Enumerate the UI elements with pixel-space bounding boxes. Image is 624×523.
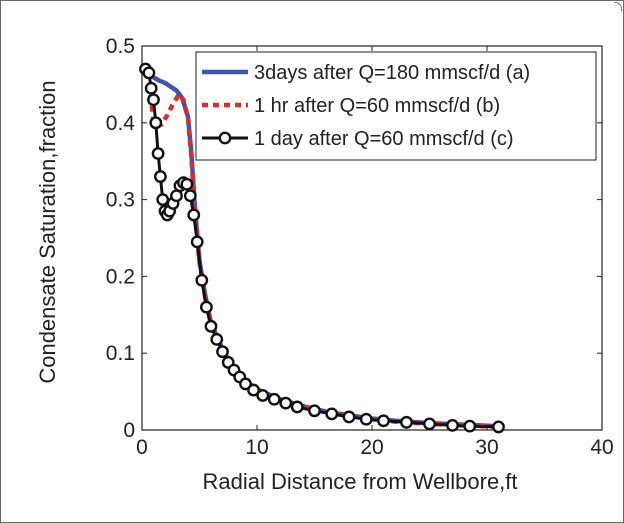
y-tick-label: 0 [123,419,135,442]
series-c-point [239,377,252,391]
series-layer [139,62,505,434]
y-tick-label: 0.4 [106,112,136,135]
series-c-point [187,208,201,222]
series-c-point [190,235,204,249]
x-tick-label: 30 [475,436,498,459]
series-c-point [400,415,413,429]
series-c-point [195,273,209,287]
x-axis-label: Radial Distance from Wellbore,ft [202,469,517,494]
legend-item-a-label: 3days after Q=180 mmscf/d (a) [254,62,530,84]
x-tick-label: 10 [245,436,268,459]
y-axis-label: Condensate Saturation,fraction [35,80,60,383]
x-tick-label: 40 [590,436,613,459]
series-c-point [308,404,321,418]
series-c-point [151,147,165,160]
y-tick-label: 0.5 [106,35,135,58]
legend-item-c: 1 day after Q=60 mmscf/d (c) [202,128,514,150]
legend-box [195,51,597,161]
series-c-point [256,389,270,402]
series-c-point [492,420,505,434]
series-c-point [342,410,356,424]
series-c-point [199,300,213,314]
x-tick-label: 0 [136,436,148,459]
legend-item-a: 3days after Q=180 mmscf/d (a) [202,62,530,84]
series-c-point [153,170,167,183]
series-c-point [290,400,304,414]
series-c-point [247,383,260,397]
legend-item-b-label: 1 hr after Q=60 mmscf/d (b) [254,95,500,117]
series-c-point [149,116,163,130]
series-c-point [423,417,436,431]
series-c-point [204,319,218,333]
legend: 3days after Q=180 mmscf/d (a) 1 hr after … [195,51,597,161]
series-c-point [359,412,373,426]
series-c-point [142,66,156,80]
series-c-point [144,81,158,95]
y-tick-label: 0.3 [106,189,135,212]
legend-item-c-marker [218,131,232,145]
series-c-point [216,345,229,359]
series-c-point [267,392,281,406]
series-c-point [463,419,477,433]
series-c-point [279,396,293,410]
y-tick-label: 0.1 [106,342,135,365]
series-c-point [183,189,197,203]
series-c-point [325,407,339,421]
x-tick-label: 20 [360,436,383,459]
corner-mark [614,2,622,11]
y-tick-label: 0.2 [106,265,135,288]
series-c-point [210,332,224,346]
series-c-point [377,414,390,428]
legend-item-b: 1 hr after Q=60 mmscf/d (b) [202,95,500,117]
series-c-point [147,93,160,107]
series-c-point [180,177,194,191]
series-c-point [446,418,459,432]
series-c-point [156,193,170,207]
legend-item-c-label: 1 day after Q=60 mmscf/d (c) [254,128,514,150]
